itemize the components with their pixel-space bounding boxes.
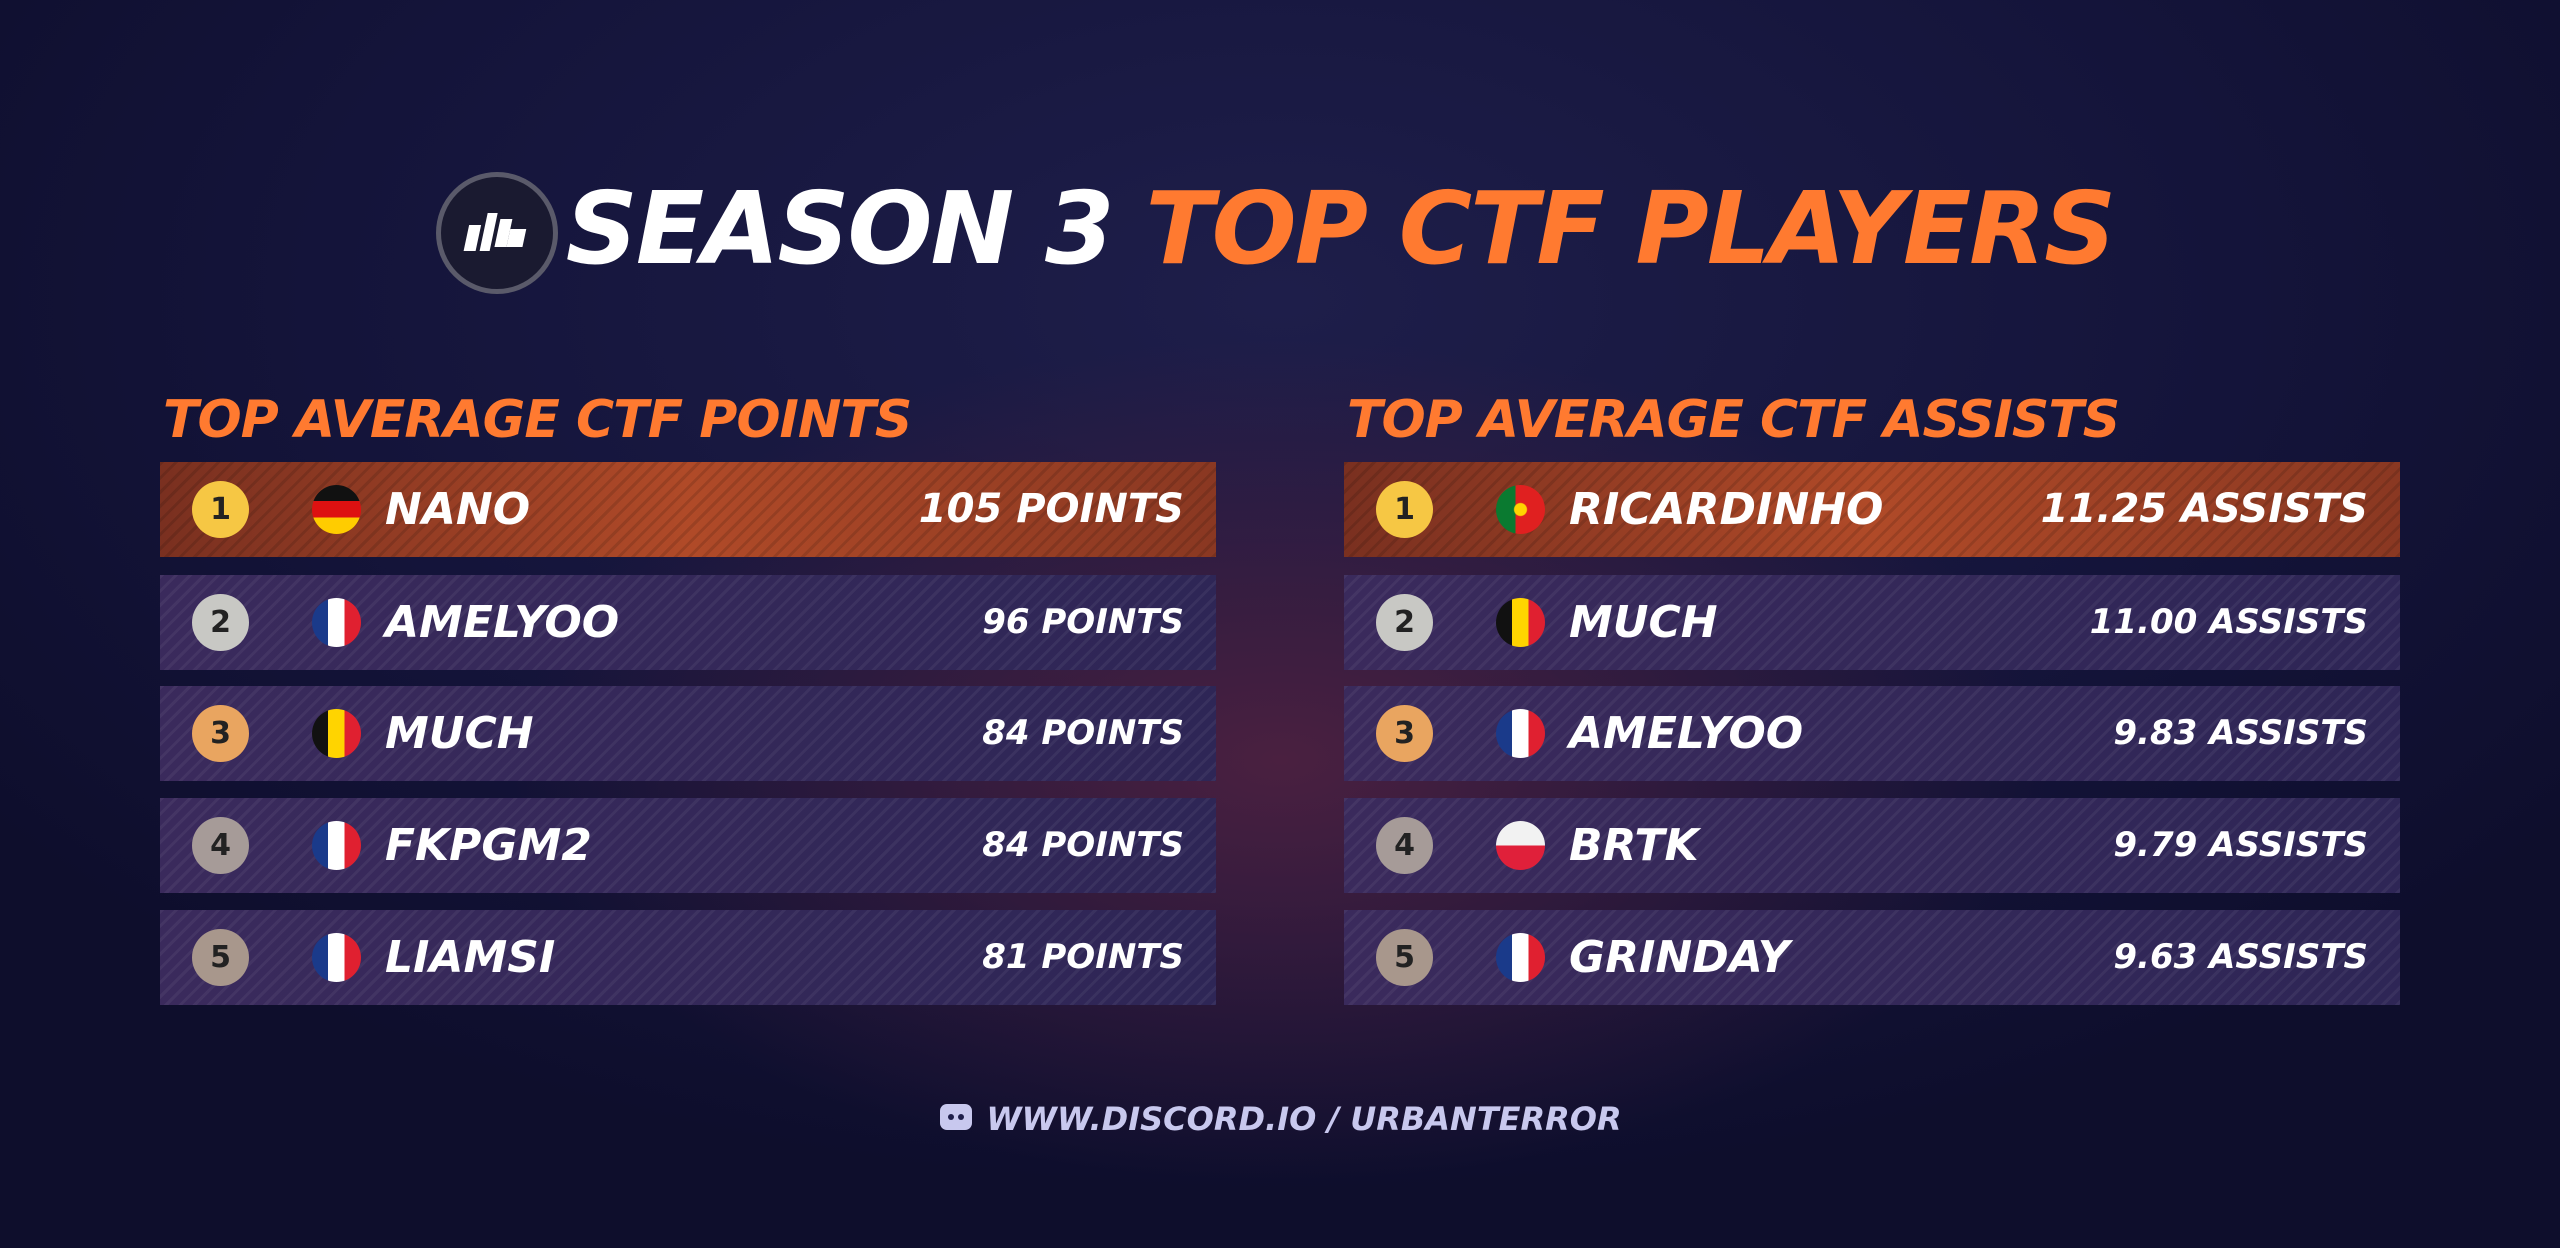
flag-icon — [312, 598, 361, 647]
title: SEASON 3 TOP CTF PLAYERS — [0, 170, 2560, 287]
rank-badge: 4 — [1376, 817, 1433, 874]
leaderboard-row: 3 AMELYOO 9.83 ASSISTS — [1344, 686, 2400, 781]
rank-badge: 5 — [192, 929, 249, 986]
player-stat: 81 POINTS — [982, 937, 1184, 977]
player-name: AMELYOO — [385, 597, 620, 648]
footer: WWW.DISCORD.IO / URBANTERROR — [0, 1100, 2560, 1138]
flag-icon — [1496, 821, 1545, 870]
flag-icon — [1496, 709, 1545, 758]
logo-icon — [463, 213, 527, 251]
leaderboard-row: 2 MUCH 11.00 ASSISTS — [1344, 575, 2400, 670]
footer-link[interactable]: WWW.DISCORD.IO / URBANTERROR — [986, 1100, 1622, 1138]
rank-badge: 1 — [1376, 481, 1433, 538]
flag-icon — [1496, 933, 1545, 982]
leaderboard-row: 5 GRINDAY 9.63 ASSISTS — [1344, 910, 2400, 1005]
section-title: TOP AVERAGE CTF ASSISTS — [1347, 390, 2120, 450]
player-name: GRINDAY — [1569, 932, 1790, 983]
rank-badge: 5 — [1376, 929, 1433, 986]
rank-badge: 1 — [192, 481, 249, 538]
player-stat: 9.83 ASSISTS — [2113, 713, 2368, 753]
player-stat: 9.79 ASSISTS — [2113, 825, 2368, 865]
player-stat: 11.25 ASSISTS — [2040, 486, 2368, 532]
rank-badge: 3 — [192, 705, 249, 762]
flag-icon — [312, 709, 361, 758]
title-orange: TOP CTF PLAYERS — [1145, 170, 2116, 287]
player-stat: 105 POINTS — [918, 486, 1184, 532]
player-name: MUCH — [385, 708, 534, 759]
player-name: BRTK — [1569, 820, 1699, 871]
flag-icon — [312, 933, 361, 982]
player-stat: 9.63 ASSISTS — [2113, 937, 2368, 977]
rank-badge: 4 — [192, 817, 249, 874]
player-name: RICARDINHO — [1569, 484, 1884, 535]
player-stat: 11.00 ASSISTS — [2089, 602, 2368, 642]
rank-badge: 3 — [1376, 705, 1433, 762]
leaderboard-row: 4 FKPGM2 84 POINTS — [160, 798, 1216, 893]
player-name: AMELYOO — [1569, 708, 1804, 759]
rank-badge: 2 — [1376, 594, 1433, 651]
leaderboard-row: 1 RICARDINHO 11.25 ASSISTS — [1344, 462, 2400, 557]
logo — [436, 172, 558, 294]
rank-badge: 2 — [192, 594, 249, 651]
leaderboard-row: 2 AMELYOO 96 POINTS — [160, 575, 1216, 670]
title-white: SEASON 3 — [565, 170, 1115, 287]
leaderboard-row: 5 LIAMSI 81 POINTS — [160, 910, 1216, 1005]
player-name: LIAMSI — [385, 932, 556, 983]
section-title: TOP AVERAGE CTF POINTS — [163, 390, 912, 450]
flag-icon — [312, 821, 361, 870]
player-stat: 84 POINTS — [982, 825, 1184, 865]
player-stat: 84 POINTS — [982, 713, 1184, 753]
leaderboard-row: 1 NANO 105 POINTS — [160, 462, 1216, 557]
player-name: NANO — [385, 484, 531, 535]
leaderboard-row: 3 MUCH 84 POINTS — [160, 686, 1216, 781]
player-name: MUCH — [1569, 597, 1718, 648]
discord-icon — [940, 1104, 973, 1130]
flag-icon — [312, 485, 361, 534]
player-stat: 96 POINTS — [982, 602, 1184, 642]
leaderboard-row: 4 BRTK 9.79 ASSISTS — [1344, 798, 2400, 893]
flag-icon — [1496, 598, 1545, 647]
flag-icon — [1496, 485, 1545, 534]
player-name: FKPGM2 — [385, 820, 592, 871]
